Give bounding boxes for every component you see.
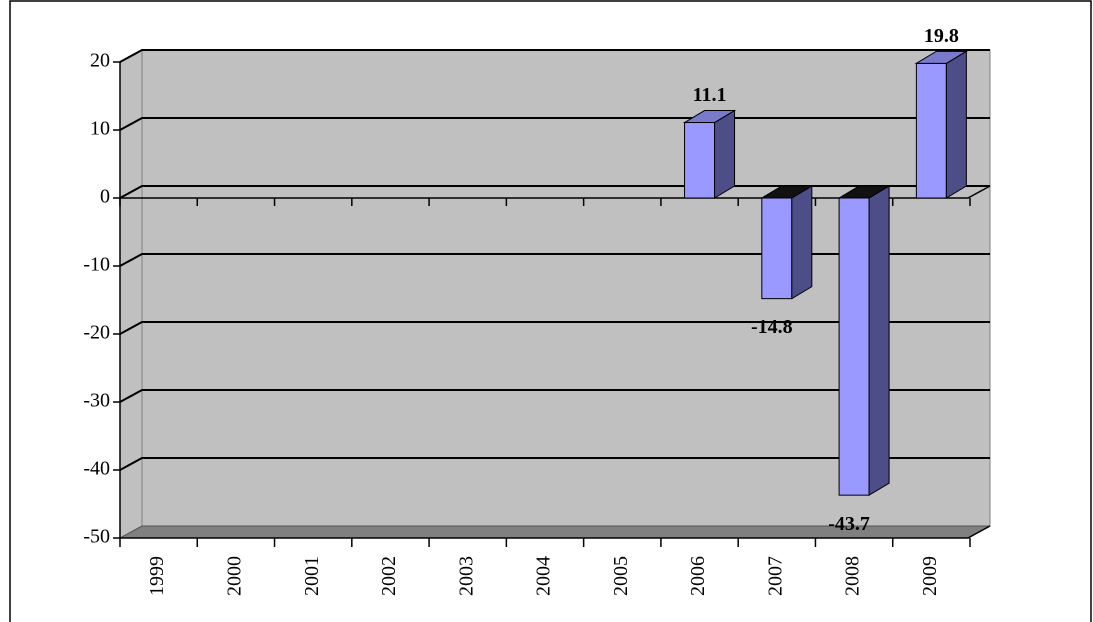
x-tick-label: 2001: [301, 556, 323, 596]
x-tick-label: 2008: [842, 556, 864, 596]
bar-top: [682, 110, 737, 124]
y-tick-label: 10: [90, 118, 110, 140]
bar: [915, 62, 947, 199]
x-tick-label: 2005: [610, 556, 632, 596]
y-tick-label: -40: [83, 458, 110, 480]
y-tick-label: -30: [83, 390, 110, 412]
bar-side: [868, 185, 890, 497]
bar-top: [760, 185, 814, 199]
value-label: 19.8: [924, 25, 959, 47]
grid-line: [119, 457, 990, 471]
bar-top: [837, 185, 891, 199]
x-tick-label: 2000: [224, 556, 246, 596]
bar: [838, 197, 870, 496]
y-tick-label: -50: [83, 526, 110, 548]
bar-side: [945, 50, 967, 199]
y-tick-label: -10: [83, 254, 110, 276]
value-label: 11.1: [693, 84, 727, 106]
bar: [684, 122, 716, 199]
y-tick-label: 0: [100, 186, 110, 208]
value-label: -43.7: [828, 513, 870, 535]
x-tick-label: 2004: [533, 556, 555, 596]
x-tick-label: 1999: [146, 556, 168, 596]
grid-line: [119, 253, 990, 267]
floor-edge: [120, 525, 991, 539]
x-tick-label: 2002: [378, 556, 400, 596]
x-tick-label: 2007: [764, 556, 786, 596]
grid-line: [119, 49, 990, 63]
bar: [761, 197, 793, 300]
bar-top: [914, 50, 969, 64]
grid-line: [119, 321, 990, 335]
x-axis: [120, 185, 991, 199]
y-tick-label: -20: [83, 322, 110, 344]
grid-line: [119, 389, 990, 403]
bar-side: [791, 185, 813, 300]
y-tick-label: 20: [90, 50, 110, 72]
value-label: -14.8: [751, 316, 793, 338]
x-tick-label: 2003: [455, 556, 477, 596]
bar-side: [714, 109, 736, 199]
x-tick-label: 2009: [919, 556, 941, 596]
x-tick-label: 2006: [687, 556, 709, 596]
